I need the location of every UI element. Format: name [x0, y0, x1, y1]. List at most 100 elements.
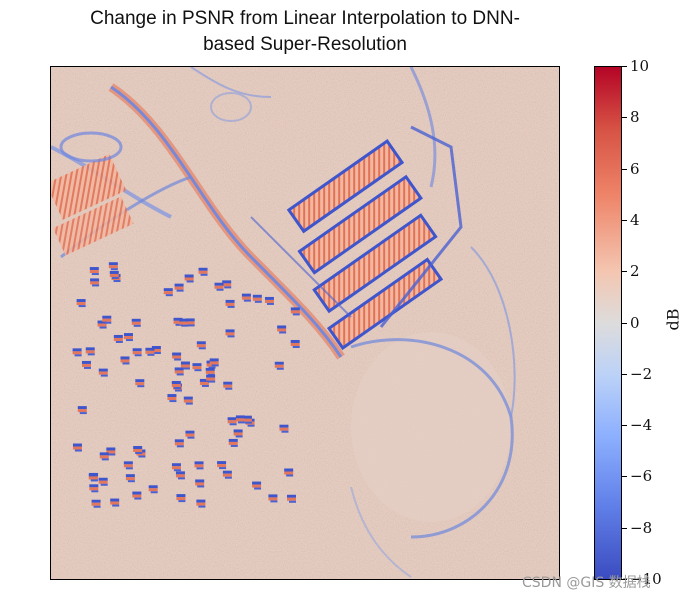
dipole-feature: [89, 484, 99, 493]
dipole-feature: [209, 358, 219, 367]
dipole-feature: [72, 443, 82, 452]
colorbar-tick-label: −6: [630, 467, 653, 486]
dipole-feature: [252, 294, 262, 303]
colorbar-tick-mark: [622, 168, 627, 170]
dipole-feature: [206, 374, 216, 383]
dipole-feature: [120, 356, 130, 365]
dipole-feature: [264, 296, 274, 305]
dipole-feature: [290, 307, 300, 316]
dipole-feature: [163, 288, 173, 297]
dipole-feature: [279, 424, 289, 433]
dipole-feature: [174, 367, 184, 376]
dipole-feature: [85, 347, 95, 356]
dipole-feature: [233, 429, 243, 438]
dipole-feature: [145, 347, 155, 356]
colorbar-label: dB: [663, 308, 683, 331]
dipole-feature: [222, 280, 232, 289]
dipole-feature: [110, 498, 120, 507]
dipole-feature: [102, 315, 112, 324]
dipole-feature: [77, 406, 87, 415]
colorbar-tick-label: 6: [630, 159, 640, 178]
dipole-feature: [242, 415, 252, 424]
dipole-feature: [131, 318, 141, 327]
dipole-feature: [198, 267, 208, 276]
dipole-feature: [252, 481, 262, 490]
colorbar-tick-label: 0: [630, 313, 640, 332]
dipole-feature: [194, 461, 204, 470]
dipole-feature: [174, 283, 184, 292]
dipole-feature: [196, 499, 206, 508]
dipole-feature: [132, 491, 142, 500]
dipole-feature: [174, 439, 184, 448]
colorbar-tick-label: −2: [630, 364, 653, 383]
dipole-feature: [109, 270, 119, 279]
dipole-feature: [99, 452, 109, 461]
dipole-feature: [223, 381, 233, 390]
dipole-feature: [125, 474, 135, 483]
dipole-feature: [89, 267, 99, 276]
dipole-feature: [123, 333, 133, 342]
dipole-feature: [106, 447, 116, 456]
dipole-feature: [196, 341, 206, 350]
dipole-feature: [148, 485, 158, 494]
colorbar-tick-label: −4: [630, 416, 653, 435]
dipole-feature: [113, 334, 123, 343]
dipole-feature: [176, 494, 186, 503]
dipole-feature: [195, 479, 205, 488]
colorbar-tick-label: 2: [630, 262, 640, 281]
dipole-feature: [135, 379, 145, 388]
scatter-features: [72, 262, 300, 508]
colorbar: [594, 66, 622, 580]
colorbar-tick-mark: [622, 476, 627, 478]
colorbar-tick-label: −10: [630, 570, 662, 588]
dipole-feature: [284, 468, 294, 477]
colorbar-tick-mark: [622, 373, 627, 375]
dipole-feature: [185, 318, 195, 327]
dipole-feature: [222, 470, 232, 479]
dipole-feature: [241, 293, 251, 302]
dipole-feature: [290, 339, 300, 348]
colorbar-tick-mark: [622, 117, 627, 119]
dipole-feature: [185, 430, 195, 439]
dipole-feature: [132, 348, 142, 357]
dipole-feature: [81, 360, 91, 369]
dipole-feature: [214, 282, 224, 291]
colorbar-tick-mark: [622, 271, 627, 273]
colorbar-tick-mark: [622, 425, 627, 427]
dipole-feature: [97, 320, 107, 329]
dipole-feature: [76, 299, 86, 308]
colorbar-tick-label: 4: [630, 210, 640, 229]
dipole-feature: [277, 325, 287, 334]
heatmap-plot: [50, 66, 560, 580]
dipole-feature: [179, 318, 189, 327]
colorbar-tick-mark: [622, 322, 627, 324]
colorbar-tick-mark: [622, 527, 627, 529]
dipole-feature: [286, 494, 296, 503]
dipole-feature: [72, 348, 82, 357]
colorbar-tick-mark: [622, 219, 627, 221]
dipole-feature: [268, 494, 278, 503]
dipole-feature: [123, 461, 133, 470]
chart-title: Change in PSNR from Linear Interpolation…: [40, 6, 570, 58]
chart-title-line2: based Super-Resolution: [203, 34, 407, 55]
dipole-feature: [228, 438, 238, 447]
dipole-feature: [88, 473, 98, 482]
watermark: CSDN @GIS 数据栈: [522, 575, 651, 591]
dipole-feature: [225, 329, 235, 338]
colorbar-tick-mark: [622, 66, 627, 67]
dipole-feature: [108, 262, 118, 271]
dipole-feature: [184, 274, 194, 283]
dipole-feature: [173, 317, 183, 326]
heatmap-image: [51, 67, 559, 579]
dipole-feature: [235, 415, 245, 424]
dipole-feature: [192, 363, 202, 372]
dipole-feature: [199, 378, 209, 387]
dipole-feature: [98, 368, 108, 377]
colorbar-tick-label: 8: [630, 108, 640, 127]
colorbar-tick-label: −8: [630, 518, 653, 537]
dipole-feature: [90, 278, 100, 287]
dipole-feature: [171, 463, 181, 472]
dipole-feature: [133, 445, 143, 454]
dipole-feature: [175, 471, 185, 480]
dipole-feature: [172, 352, 182, 361]
